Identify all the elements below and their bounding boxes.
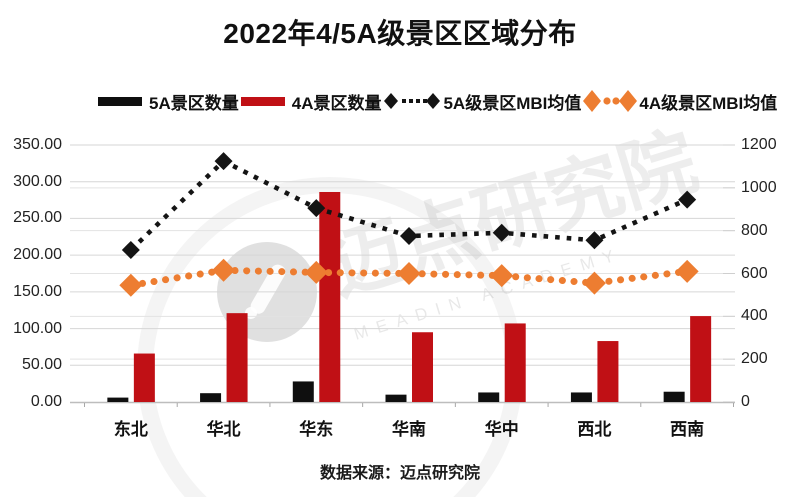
marker-5a-mbi-diamond [585,231,604,250]
legend-item-5a-mbi: 5A级景区MBI均值 [383,89,581,114]
marker-5a-mbi-diamond [492,223,511,242]
black-diamond-dotted-line-swatch-icon [384,93,441,109]
x-axis-label: 西北 [577,420,612,439]
chart-title: 2022年4/5A级景区区域分布 [223,18,577,49]
bar-5a-count [292,381,314,402]
bar-5a-count [570,392,592,402]
legend-label-4a-mbi: 4A级景区MBI均值 [639,93,778,113]
legend-label-4a-bars: 4A景区数量 [291,93,382,113]
right-axis-tick: 1000 [741,178,777,196]
orange-diamond-dotted-line-swatch-icon [583,90,638,112]
bar-4a-count [319,191,341,402]
marker-4a-mbi-diamond [119,273,143,297]
right-axis-tick: 1200 [741,136,777,153]
legend-label-5a-mbi: 5A级景区MBI均值 [443,93,582,113]
x-axis-label: 东北 [113,420,148,439]
bar-4a-count [504,323,526,402]
left-axis-tick: 50.00 [21,356,62,374]
bar-5a-count [663,391,685,402]
bar-4a-count [133,353,155,402]
marker-4a-mbi-diamond [490,264,514,288]
x-axis-label: 华中 [484,420,519,439]
legend-item-4a-bars: 4A景区数量 [240,89,382,114]
marker-4a-mbi-diamond [397,262,421,285]
legend-item-4a-mbi: 4A级景区MBI均值 [583,88,777,114]
bar-4a-count [690,316,712,402]
left-axis-tick: 250.00 [13,209,62,227]
marker-5a-mbi-diamond [678,190,697,209]
marker-5a-mbi-diamond [214,152,233,171]
bar-5a-count [478,392,500,402]
x-axis-label: 西南 [670,420,705,439]
right-axis-tick: 200 [741,350,768,368]
right-axis-tick: 400 [741,307,768,325]
left-axis-tick: 200.00 [13,246,62,264]
x-axis-label: 华南 [392,420,426,439]
marker-4a-mbi-diamond [675,259,699,283]
black-bar-swatch-icon [98,96,142,106]
legend-item-5a-bars: 5A景区数量 [98,89,239,114]
left-axis-tick: 350.00 [13,136,62,153]
marker-5a-mbi-diamond [400,227,418,246]
marker-5a-mbi-diamond [121,240,140,259]
bar-5a-count [200,393,222,402]
left-axis-tick: 100.00 [13,319,62,337]
bar-4a-count [597,341,619,402]
marker-4a-mbi-diamond [582,271,606,295]
bar-5a-count [107,397,129,402]
x-axis-label: 华北 [206,420,241,439]
left-axis-tick: 0.00 [30,393,62,410]
marker-4a-mbi-diamond [212,258,236,282]
legend: 5A景区数量 4A景区数量 5A级景区MBI均值 4A级景区MBI均值 [98,88,779,114]
bar-4a-count [226,313,248,402]
right-axis-tick: 600 [741,264,768,282]
right-axis-tick: 800 [741,221,768,239]
right-axis-tick: 0 [741,393,750,410]
marker-5a-mbi-diamond [307,199,326,218]
left-axis-tick: 300.00 [13,172,62,190]
x-axis-label: 华东 [299,420,334,439]
marker-4a-mbi-diamond [304,260,328,284]
bar-4a-count [412,332,433,402]
left-axis-tick: 150.00 [13,282,62,300]
legend-label-5a-bars: 5A景区数量 [149,93,239,113]
data-source: 数据来源：迈点研究院 [319,465,480,482]
red-bar-swatch-icon [240,96,285,106]
bar-5a-count [385,394,407,402]
